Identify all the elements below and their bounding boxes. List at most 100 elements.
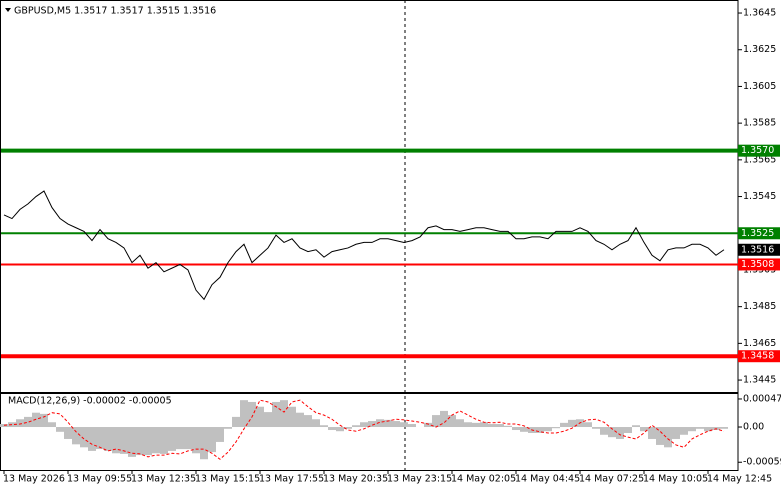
macd-bar — [680, 427, 688, 435]
macd-bar — [536, 427, 544, 433]
x-tick-label: 13 May 17:55 — [259, 474, 324, 485]
level-label: 1.3570 — [741, 145, 774, 156]
macd-bar — [464, 422, 472, 428]
level-label-box — [738, 144, 780, 157]
macd-bar — [280, 400, 288, 428]
level-label: 1.3525 — [741, 228, 774, 239]
macd-bar — [304, 415, 312, 428]
macd-bar — [24, 416, 32, 428]
macd-bar — [136, 427, 144, 456]
macd-bar — [272, 401, 280, 428]
macd-bar — [392, 421, 400, 428]
macd-bar — [408, 424, 416, 428]
macd-bar — [224, 427, 232, 429]
macd-bar — [432, 415, 440, 428]
macd-bar — [672, 427, 680, 439]
y-tick-label: -0.00059 — [743, 457, 781, 468]
macd-panel-border — [0, 393, 739, 471]
macd-bar — [56, 427, 64, 432]
macd-bar — [96, 427, 104, 450]
macd-bar — [488, 424, 496, 428]
macd-bar — [656, 427, 664, 445]
macd-bar — [328, 427, 336, 431]
x-tick-label: 13 May 2026 — [3, 474, 65, 485]
macd-bar — [288, 406, 296, 428]
y-tick-label: 1.3445 — [743, 375, 776, 386]
macd-bar — [440, 410, 448, 428]
macd-bar — [592, 427, 600, 429]
macd-bar — [192, 427, 200, 454]
x-tick-label: 13 May 15:15 — [195, 474, 260, 485]
last-price-box — [738, 243, 780, 256]
macd-bar — [504, 425, 512, 428]
level-label: 1.3508 — [741, 259, 774, 270]
macd-bar — [472, 422, 480, 428]
macd-bar — [376, 419, 384, 428]
macd-bar — [664, 427, 672, 448]
macd-bar — [600, 427, 608, 435]
macd-bar — [384, 419, 392, 428]
x-tick-label: 14 May 10:05 — [643, 474, 708, 485]
x-tick-label: 14 May 02:05 — [451, 474, 516, 485]
macd-bar — [40, 413, 48, 428]
macd-bar — [688, 427, 696, 432]
y-tick-label: 1.3625 — [743, 44, 776, 55]
macd-bar — [704, 427, 712, 432]
macd-bar — [144, 427, 152, 456]
macd-bar — [200, 427, 208, 460]
macd-bar — [360, 422, 368, 428]
macd-bar — [16, 419, 24, 428]
y-tick-label: 1.3585 — [743, 118, 776, 129]
macd-bar — [80, 427, 88, 448]
macd-bar — [232, 416, 240, 428]
x-tick-label: 13 May 09:55 — [67, 474, 132, 485]
macd-bar — [264, 412, 272, 428]
macd-bar — [8, 422, 16, 428]
macd-bar — [168, 427, 176, 451]
macd-bar — [696, 427, 704, 429]
x-tick-label: 14 May 12:45 — [707, 474, 772, 485]
macd-bar — [184, 427, 192, 450]
macd-bar — [608, 427, 616, 438]
macd-bar — [32, 412, 40, 428]
macd-bar — [88, 427, 96, 451]
level-label-box — [738, 227, 780, 240]
macd-bar — [352, 425, 360, 428]
macd-bar — [104, 427, 112, 451]
y-tick-label: 1.3485 — [743, 301, 776, 312]
macd-bar — [496, 424, 504, 428]
level-label: 1.3458 — [741, 351, 774, 362]
macd-bar — [648, 427, 656, 439]
y-tick-label: 0.00047 — [743, 393, 781, 404]
x-tick-label: 13 May 20:35 — [323, 474, 388, 485]
macd-title: MACD(12,26,9) -0.00002 -0.00005 — [8, 396, 172, 407]
level-label-box — [738, 258, 780, 271]
signal-line — [3, 399, 725, 460]
macd-bar — [216, 427, 224, 442]
macd-bar — [400, 422, 408, 428]
macd-bar — [552, 427, 560, 429]
macd-bar — [456, 419, 464, 428]
macd-bar — [72, 427, 80, 445]
macd-bar — [312, 419, 320, 428]
y-tick-label: 0.00 — [743, 422, 764, 433]
chart-title: GBPUSD,M5 1.3517 1.3517 1.3515 1.3516 — [14, 6, 216, 17]
macd-bar — [256, 406, 264, 428]
x-tick-label: 14 May 04:45 — [515, 474, 580, 485]
x-tick-label: 13 May 12:35 — [131, 474, 196, 485]
macd-bar — [560, 422, 568, 428]
macd-bar — [512, 427, 520, 431]
macd-bar — [0, 424, 8, 428]
macd-bar — [128, 427, 136, 457]
price-line — [3, 190, 725, 301]
macd-bar — [120, 427, 128, 454]
y-tick-label: 1.3645 — [743, 8, 776, 19]
macd-bar — [624, 427, 632, 433]
macd-bar — [584, 422, 592, 428]
x-tick-label: 13 May 23:15 — [387, 474, 452, 485]
macd-bar — [64, 427, 72, 439]
macd-bar — [320, 425, 328, 428]
macd-bar — [448, 415, 456, 428]
x-tick-label: 14 May 07:25 — [579, 474, 644, 485]
